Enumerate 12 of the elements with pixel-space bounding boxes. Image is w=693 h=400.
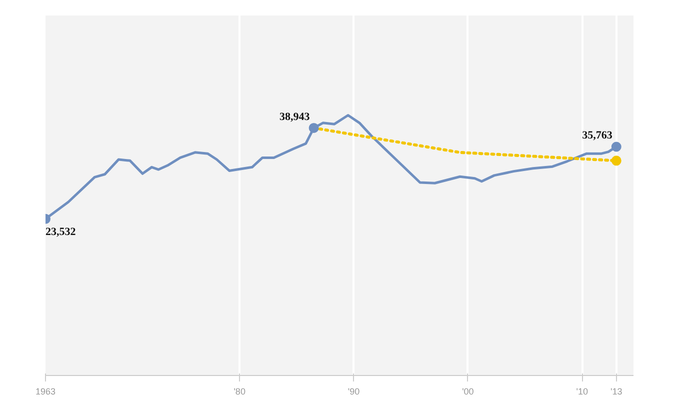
point xyxy=(611,142,622,152)
data-label: 23,532 xyxy=(46,226,76,238)
x-tick-label: '10 xyxy=(576,386,588,396)
data-label: 35,763 xyxy=(582,130,613,142)
x-tick-label: 1963 xyxy=(35,386,56,396)
x-tick-label: '13 xyxy=(610,386,622,396)
x-tick-label: '90 xyxy=(348,386,360,396)
x-tick-label: '00 xyxy=(462,386,474,396)
point xyxy=(308,122,319,133)
data-label: 38,943 xyxy=(280,110,310,123)
point xyxy=(611,156,622,166)
x-tick-label: '80 xyxy=(234,386,246,396)
